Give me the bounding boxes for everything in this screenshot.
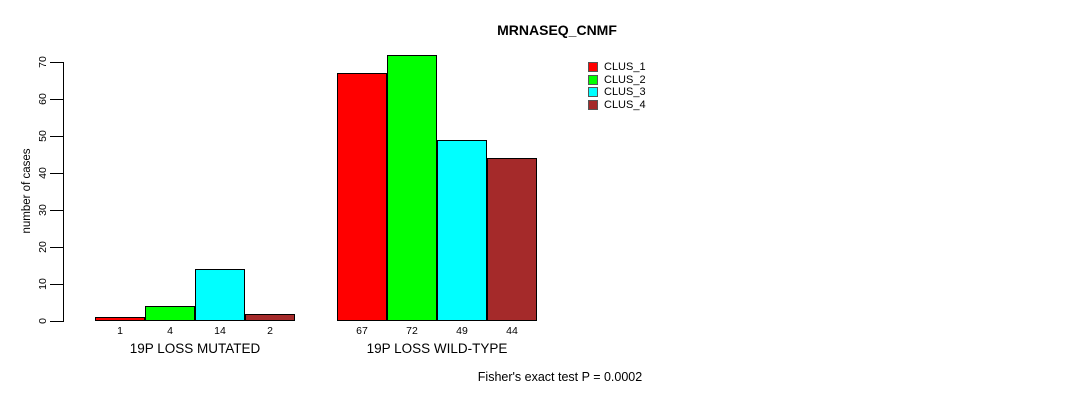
footer-pvalue: Fisher's exact test P = 0.0002 [477,370,643,384]
legend-swatch-icon [588,74,598,85]
legend-item: CLUS_1 [588,61,646,74]
legend-label: CLUS_2 [604,73,646,86]
y-axis-label: number of cases [21,148,33,234]
bar-value-label: 72 [406,325,418,337]
bar-clus_3-group2 [437,140,487,321]
legend-label: CLUS_1 [604,61,646,74]
legend-item: CLUS_3 [588,86,646,99]
y-axis-tick [50,62,63,63]
legend-label: CLUS_3 [604,86,646,99]
y-axis-tick [50,210,63,211]
group-label-1: 19P LOSS MUTATED [129,341,261,356]
y-axis-tick-label: 60 [37,93,49,105]
bar-value-label: 14 [214,325,226,337]
y-axis-tick [50,173,63,174]
y-axis-tick-label: 20 [37,241,49,253]
y-axis-tick [50,136,63,137]
bar-clus_1-group2 [337,73,387,321]
y-axis-tick-label: 70 [37,56,49,68]
y-axis-tick-label: 30 [37,204,49,216]
legend-item: CLUS_2 [588,74,646,87]
bar-value-label: 2 [267,325,273,337]
legend: CLUS_1 CLUS_2 CLUS_3 CLUS_4 [588,61,646,111]
bar-value-label: 67 [356,325,368,337]
legend-swatch-icon [588,62,598,73]
bar-clus_1-group1 [95,317,145,321]
bar-value-label: 1 [117,325,123,337]
bar-clus_2-group2 [387,55,437,321]
y-axis-tick [50,247,63,248]
y-axis-tick-label: 10 [37,278,49,290]
y-axis-line [63,62,64,322]
bar-clus_3-group1 [195,269,245,321]
legend-swatch-icon [588,87,598,98]
bar-value-label: 4 [167,325,173,337]
bar-clus_4-group2 [487,158,537,321]
legend-swatch-icon [588,99,598,110]
bar-value-label: 49 [456,325,468,337]
chart-title: MRNASEQ_CNMF [497,22,617,38]
legend-item: CLUS_4 [588,99,646,112]
y-axis-tick-label: 0 [37,318,49,324]
y-axis-tick [50,284,63,285]
y-axis-tick-label: 50 [37,130,49,142]
bar-value-label: 44 [506,325,518,337]
group-label-2: 19P LOSS WILD-TYPE [366,341,508,356]
bar-clus_2-group1 [145,306,195,321]
y-axis-tick [50,321,63,322]
legend-label: CLUS_4 [604,98,646,111]
y-axis-tick-label: 40 [37,167,49,179]
y-axis-tick [50,99,63,100]
bar-clus_4-group1 [245,314,295,321]
